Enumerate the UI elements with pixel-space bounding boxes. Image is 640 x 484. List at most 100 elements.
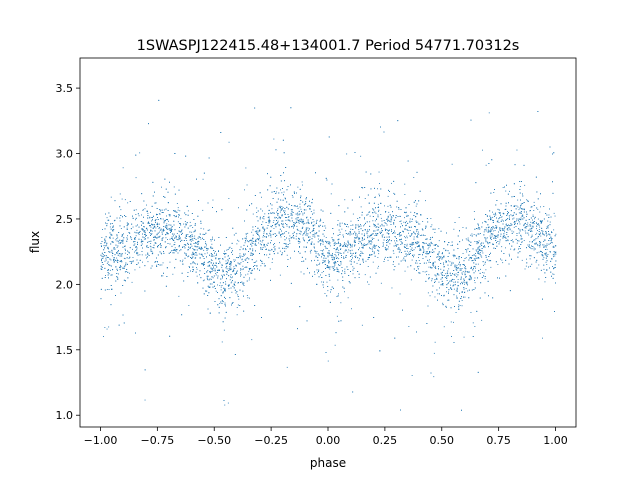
data-point (262, 210, 263, 212)
data-point (167, 228, 169, 230)
data-point (160, 252, 162, 254)
data-point (480, 233, 481, 234)
data-point (173, 252, 175, 254)
data-point (218, 258, 220, 260)
data-point (550, 271, 552, 273)
data-point (228, 255, 229, 257)
data-point (535, 234, 537, 235)
data-point (522, 215, 524, 217)
data-point (485, 228, 487, 230)
data-point (518, 209, 520, 211)
data-point (195, 263, 197, 265)
data-point (178, 234, 180, 236)
data-point (377, 267, 379, 269)
data-point (297, 207, 299, 209)
data-point (454, 275, 456, 276)
data-point (334, 344, 336, 346)
data-point (491, 228, 493, 230)
data-point (101, 241, 103, 242)
data-point (305, 258, 307, 260)
data-point (518, 212, 520, 214)
data-point (479, 297, 481, 299)
data-point (542, 234, 544, 235)
data-point (143, 238, 145, 240)
data-point (514, 248, 516, 250)
data-point (222, 269, 224, 271)
data-point (195, 239, 197, 240)
data-point (510, 223, 512, 224)
data-point (112, 225, 114, 227)
data-point (479, 250, 481, 251)
data-point (104, 277, 106, 278)
data-point (506, 214, 508, 216)
data-point (398, 248, 400, 250)
data-point (236, 270, 238, 272)
data-point (317, 253, 319, 255)
data-point (341, 222, 343, 224)
data-point (470, 312, 472, 313)
data-point (187, 210, 189, 212)
data-point (266, 244, 268, 246)
data-point (536, 228, 537, 230)
data-point (504, 231, 505, 233)
data-point (215, 290, 217, 292)
data-point (466, 239, 468, 241)
data-point (314, 224, 316, 226)
data-point (539, 211, 541, 213)
data-point (208, 264, 210, 266)
data-point (252, 226, 254, 228)
data-point (399, 221, 401, 222)
data-point (553, 245, 555, 247)
data-point (192, 237, 194, 239)
data-point (319, 262, 321, 264)
data-point (219, 303, 221, 304)
data-point (362, 260, 364, 262)
data-point (362, 187, 364, 189)
data-point (378, 210, 379, 212)
data-point (494, 215, 495, 217)
data-point (184, 212, 186, 214)
data-point (257, 210, 259, 212)
data-point (313, 221, 315, 223)
data-point (182, 246, 184, 248)
data-point (453, 228, 455, 230)
data-point (292, 236, 294, 238)
data-point (247, 245, 248, 247)
data-point (403, 231, 404, 233)
data-point (359, 247, 360, 249)
data-point (347, 226, 349, 228)
data-point (374, 248, 376, 249)
data-point (373, 253, 375, 255)
data-point (332, 228, 334, 229)
data-point (254, 230, 256, 232)
data-point (220, 289, 222, 291)
data-point (465, 238, 467, 240)
data-point (332, 259, 334, 261)
data-point (422, 242, 423, 244)
data-point (119, 267, 121, 269)
data-point (324, 225, 326, 227)
data-point (500, 233, 502, 235)
data-point (157, 214, 158, 215)
data-point (218, 250, 219, 252)
data-point (130, 236, 131, 238)
data-point (123, 233, 124, 235)
data-point (530, 225, 532, 227)
data-point (477, 233, 479, 235)
data-point (499, 229, 501, 231)
data-point (535, 176, 537, 178)
data-point (247, 273, 249, 275)
data-point (339, 245, 341, 247)
data-point (302, 214, 304, 216)
data-point (508, 253, 510, 255)
data-point (409, 254, 410, 255)
data-point (230, 282, 232, 284)
data-point (240, 275, 241, 277)
data-point (500, 203, 502, 205)
data-point (549, 267, 550, 269)
data-point (431, 224, 433, 226)
data-point (530, 229, 532, 231)
data-point (273, 220, 275, 221)
data-point (236, 314, 238, 316)
data-point (493, 247, 495, 249)
